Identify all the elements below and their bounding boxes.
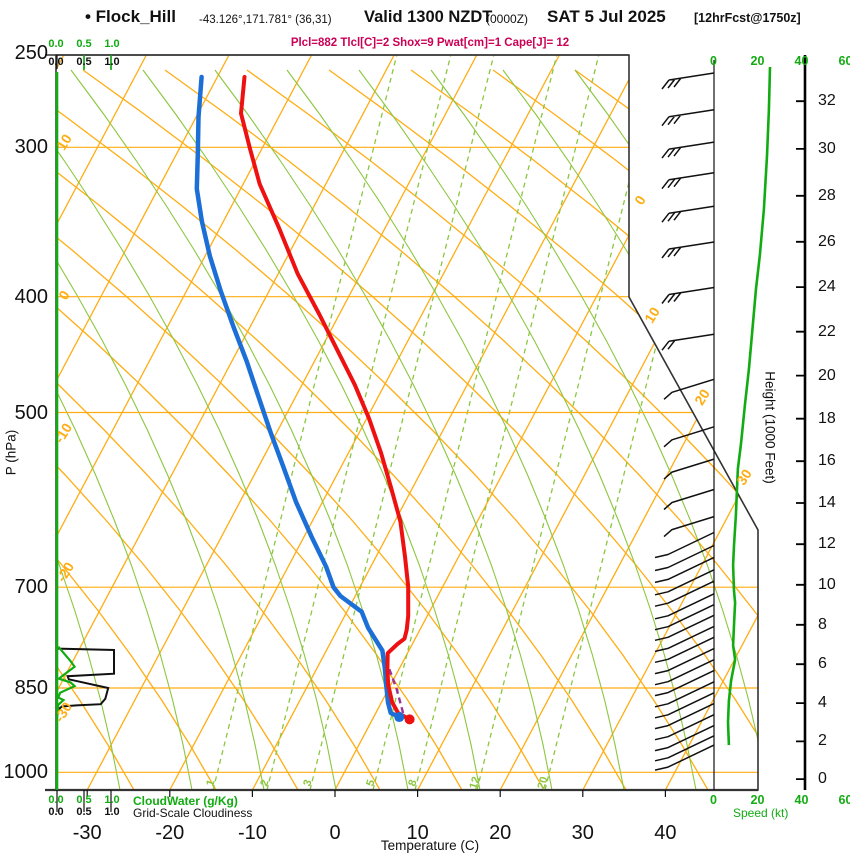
height-tick-label: 12 xyxy=(818,535,836,553)
cloudwater-trace xyxy=(56,645,77,717)
speed-scale-bottom-label: 20 xyxy=(750,793,765,807)
height-tick-label: 6 xyxy=(818,655,827,673)
pressure-tick-label: 300 xyxy=(14,136,48,159)
pressure-tick-label: 500 xyxy=(14,401,48,424)
dry-adiabat-lines xyxy=(56,69,758,790)
cloudiness-axis-label: Grid-Scale Cloudiness xyxy=(133,806,253,820)
speed-scale-bottom-label: 0 xyxy=(710,793,717,807)
cloud-scale-bottom-green: 0.5 xyxy=(76,794,92,806)
height-tick-label: 0 xyxy=(818,770,827,788)
cloud-scale-top-black: 0.0 xyxy=(48,56,64,68)
height-tick-label: 2 xyxy=(818,732,827,750)
wind-speed-trace xyxy=(726,66,772,746)
temp-tick-label: -30 xyxy=(72,822,102,844)
cloud-scale-top-black: 1.0 xyxy=(104,56,120,68)
cloudiness-trace xyxy=(57,647,115,711)
cloud-scale-bottom-black: 0.5 xyxy=(76,806,92,818)
cloud-scale-bottom-black: 0.0 xyxy=(48,806,64,818)
forecast-info: [12hrFcst@1750z] xyxy=(694,11,801,25)
height-tick-label: 32 xyxy=(818,92,836,110)
height-tick-label: 14 xyxy=(818,494,836,512)
moist-adiabat-lines xyxy=(56,69,758,790)
dewpoint-trace xyxy=(194,74,402,720)
mixing-ratio-lines xyxy=(212,55,730,790)
plot-area xyxy=(56,55,758,790)
cloud-scale-top-black: 0.5 xyxy=(76,56,92,68)
height-tick-label: 18 xyxy=(818,409,836,427)
speed-axis-label: Speed (kt) xyxy=(733,806,789,820)
height-axis-label: Height (1000 Feet) xyxy=(762,371,778,484)
pressure-tick-label: 1000 xyxy=(3,761,49,784)
height-tick-label: 8 xyxy=(818,615,827,633)
temp-tick-label: 40 xyxy=(654,822,677,844)
speed-scale-top-label: 20 xyxy=(750,54,765,68)
pressure-tick-label: 850 xyxy=(14,676,48,699)
cloud-scale-bottom-green: 1.0 xyxy=(104,794,120,806)
height-tick-label: 22 xyxy=(818,322,836,340)
pressure-tick-label: 700 xyxy=(14,576,48,599)
speed-scale-bottom-label: 40 xyxy=(794,793,809,807)
surface-temperature-dot xyxy=(404,714,415,725)
temp-tick-label: 10 xyxy=(406,822,429,844)
cloud-scale-top-green: 1.0 xyxy=(104,38,120,50)
speed-scale-top-label: 40 xyxy=(794,54,809,68)
pressure-tick-label: 250 xyxy=(14,41,48,64)
plot-border xyxy=(55,54,759,791)
height-tick-label: 24 xyxy=(818,278,836,296)
temperature-axis-label: Temperature (C) xyxy=(380,838,480,853)
station-title: • Flock_Hill xyxy=(85,7,176,26)
cloudwater-axis-label: CloudWater (g/Kg) xyxy=(133,794,238,808)
surface-dewpoint-dot xyxy=(394,712,405,723)
valid-time: Valid 1300 NZDT xyxy=(364,8,493,26)
height-tick-label: 28 xyxy=(818,186,836,204)
valid-time-utc: (0000Z) xyxy=(486,12,529,26)
cloud-scale-top-green: 0.0 xyxy=(48,38,64,50)
height-tick-label: 10 xyxy=(818,575,836,593)
height-tick-label: 20 xyxy=(818,366,836,384)
valid-date: SAT 5 Jul 2025 xyxy=(547,7,666,26)
temperature-trace xyxy=(239,75,412,722)
height-tick-label: 16 xyxy=(818,452,836,470)
speed-scale-top-label: 0 xyxy=(710,54,717,68)
wind-barbs xyxy=(654,72,715,771)
height-tick-label: 26 xyxy=(818,232,836,250)
station-coordinates: -43.126°,171.781° (36,31) xyxy=(199,14,332,26)
speed-scale-top-label: 60 xyxy=(838,54,850,68)
cloud-scale-bottom-green: 0.0 xyxy=(48,794,64,806)
temp-tick-label: -20 xyxy=(155,822,185,844)
cloud-scale-top-green: 0.5 xyxy=(76,38,92,50)
stability-indices: Plcl=882 Tlcl[C]=2 Shox=9 Pwat[cm]=1 Cap… xyxy=(290,37,570,49)
height-tick-label: 4 xyxy=(818,694,827,712)
height-tick-label: 30 xyxy=(818,139,836,157)
speed-scale-bottom-label: 60 xyxy=(838,793,850,807)
temp-tick-label: 30 xyxy=(571,822,594,844)
cloud-scale-bottom-black: 1.0 xyxy=(104,806,120,818)
temp-tick-label: 20 xyxy=(489,822,512,844)
temp-tick-label: 0 xyxy=(329,822,341,844)
pressure-tick-label: 400 xyxy=(14,285,48,308)
temp-tick-label: -10 xyxy=(237,822,267,844)
isotherm-lines xyxy=(56,55,758,790)
